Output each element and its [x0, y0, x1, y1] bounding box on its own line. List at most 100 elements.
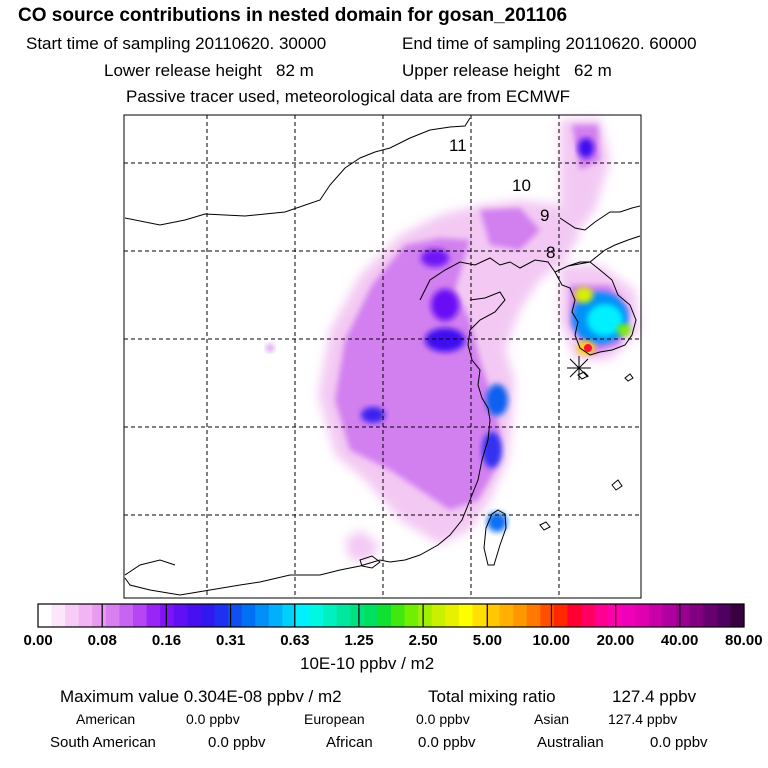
colorbar-swatch-39 [567, 604, 582, 627]
hotspot-korea-cyan [587, 304, 623, 336]
colorbar-units: 10E-10 ppbv / m2 [300, 654, 435, 673]
colorbar-tick-label: 20.00 [596, 632, 635, 649]
colorbar-swatch-30 [445, 604, 460, 627]
colorbar-swatch-51 [730, 604, 745, 627]
colorbar-swatch-14 [228, 604, 243, 627]
contrib-american-value: 0.0 ppbv [186, 711, 240, 727]
colorbar-swatch-4 [92, 604, 107, 627]
colorbar-swatch-6 [119, 604, 134, 627]
receptor-marker [567, 356, 591, 380]
colorbar-swatch-23 [350, 604, 365, 627]
colorbar-swatch-46 [662, 604, 677, 627]
hotspot-blue-coast2 [482, 432, 502, 468]
colorbar-swatch-8 [146, 604, 161, 627]
receptor-line-d2 [569, 358, 589, 378]
lower-height-value: 82 m [276, 61, 314, 80]
colorbar-swatch-3 [78, 604, 93, 627]
coastline-east-china [124, 329, 491, 596]
hotspot-seoul-yellow [575, 287, 593, 303]
coastline-taiwan [483, 509, 507, 566]
colorbar-swatch-21 [323, 604, 338, 627]
colorbar-swatch-44 [635, 604, 650, 627]
hotspot-blue-coast [486, 384, 508, 416]
colorbar-swatch-48 [689, 604, 704, 627]
colorbar-swatch-5 [105, 604, 121, 627]
coastline-south-low [124, 559, 176, 576]
upper-release-height: Upper release height 62 m [402, 62, 612, 79]
start-time-label: Start time of sampling [26, 34, 191, 53]
colorbar-swatch-25 [377, 604, 392, 627]
hotspot-blue-west [361, 407, 385, 423]
hotspot-blue-center [425, 328, 465, 352]
coastline-islands-1 [624, 373, 634, 382]
coastlines [124, 117, 641, 596]
colorbar-swatch-49 [703, 604, 718, 627]
upper-height-label: Upper release height [402, 61, 560, 80]
field-high-layer [266, 138, 631, 532]
contour-label-10: 10 [512, 176, 531, 195]
lower-release-height: Lower release height 82 m [104, 62, 314, 79]
colorbar-swatch-31 [458, 604, 474, 627]
hotspot-blue-shandong [431, 289, 459, 321]
colorbar-tick-label: 2.50 [408, 632, 438, 649]
colorbar-swatch-7 [133, 604, 148, 627]
end-time-value: 20110620. 60000 [565, 34, 697, 53]
contrib-european-value: 0.0 ppbv [416, 711, 470, 727]
colorbar-swatch-38 [553, 604, 569, 627]
colorbar-swatch-34 [499, 604, 514, 627]
max-value: Maximum value 0.304E-08 ppbv / m2 [60, 688, 342, 705]
contrib-asian-value: 127.4 ppbv [608, 711, 678, 727]
tracer-note: Passive tracer used, meteorological data… [126, 87, 571, 106]
colorbar-swatch-29 [431, 604, 446, 627]
contrib-african-value: 0.0 ppbv [418, 734, 476, 751]
colorbar-swatch-11 [187, 604, 202, 627]
chart-title: CO source contributions in nested domain… [18, 5, 568, 26]
colorbar-swatch-20 [309, 604, 324, 627]
colorbar-swatch-13 [214, 604, 229, 627]
colorbar-frame [37, 603, 745, 628]
colorbar-swatch-36 [526, 604, 541, 627]
colorbar-tick-label: 0.31 [216, 632, 246, 649]
colorbar-swatch-24 [363, 604, 379, 627]
hotspot-west-dot [266, 344, 274, 352]
hotspot-taiwan [487, 512, 507, 532]
hotspot-purple-north [421, 249, 449, 267]
max-value-number: 0.304E-08 ppbv / m2 [183, 687, 342, 706]
colorbar-swatch-15 [241, 604, 256, 627]
colorbar-swatch-32 [472, 604, 487, 627]
contour-label-9: 9 [540, 206, 549, 225]
colorbar-swatch-27 [404, 604, 419, 627]
coastline-northeast [559, 205, 641, 231]
colorbar-swatch-35 [513, 604, 528, 627]
colorbar-swatch-12 [200, 604, 216, 627]
colorbar-swatch-1 [51, 604, 66, 627]
contour-label-8: 8 [546, 243, 555, 262]
contrib-south-american-value: 0.0 ppbv [208, 734, 266, 751]
colorbar-swatches [38, 604, 745, 627]
contrib-australian-value: 0.0 ppbv [650, 734, 708, 751]
colorbar-swatch-26 [391, 604, 406, 627]
colorbar-swatch-33 [486, 604, 501, 627]
coastline-russia-border [124, 117, 471, 226]
colorbar-swatch-45 [648, 604, 664, 627]
colorbar-swatch-10 [173, 604, 188, 627]
coastline-korea [554, 261, 637, 356]
colorbar-tick-label: 40.00 [660, 632, 699, 649]
colorbar-swatch-37 [540, 604, 555, 627]
coastline-jeju [577, 371, 589, 380]
coastline-islands-2 [611, 479, 623, 491]
colorbar-dividers [101, 604, 681, 627]
colorbar-tick-label: 80.00 [725, 632, 763, 649]
lat-lon-grid [124, 115, 641, 598]
contrib-south-american-name: South American [50, 734, 156, 751]
contrib-african-name: African [326, 734, 373, 751]
colorbar-swatch-50 [716, 604, 732, 627]
coastline-bohai [419, 257, 556, 301]
hotspot-blue-north [578, 138, 594, 158]
field-mid-north [480, 208, 540, 250]
colorbar-swatch-2 [65, 604, 80, 627]
contrib-asian-name: Asian [534, 711, 570, 727]
colorbar-swatch-28 [418, 604, 433, 627]
colorbar-swatch-18 [282, 604, 297, 627]
